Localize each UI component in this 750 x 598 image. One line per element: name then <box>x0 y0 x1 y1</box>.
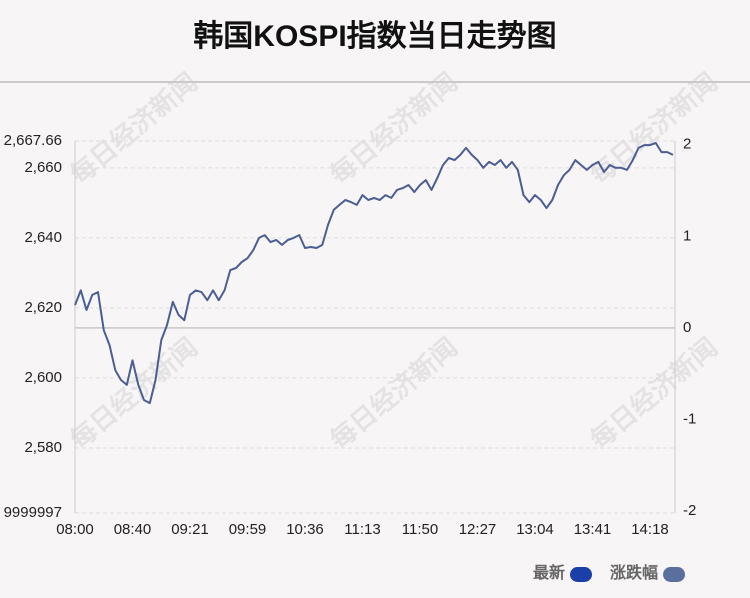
watermark: 每日经济新闻 <box>584 332 723 455</box>
x-tick-label: 09:21 <box>171 521 209 538</box>
x-tick-label: 14:18 <box>631 521 669 538</box>
y2-tick-label: -1 <box>683 411 696 428</box>
y-tick-label: 9999997 <box>4 504 62 521</box>
y-tick-label: 2,580 <box>24 439 62 456</box>
watermark: 每日经济新闻 <box>64 67 203 190</box>
x-tick-label: 13:04 <box>516 521 554 538</box>
y2-tick-label: 0 <box>683 319 691 336</box>
y-tick-label: 2,660 <box>24 159 62 176</box>
x-tick-label: 10:36 <box>286 521 324 538</box>
y-tick-label: 2,640 <box>24 229 62 246</box>
watermarks: 每日经济新闻 每日经济新闻 每日经济新闻 每日经济新闻 每日经济新闻 每日经济新… <box>64 67 723 455</box>
x-tick-label: 12:27 <box>459 521 497 538</box>
watermark: 每日经济新闻 <box>324 332 463 455</box>
legend-swatch <box>663 567 686 582</box>
legend-label: 涨跌幅 <box>610 563 658 582</box>
chart-title: 韩国KOSPI指数当日走势图 <box>193 20 556 53</box>
y2-tick-label: 2 <box>683 136 691 153</box>
x-tick-label: 11:50 <box>402 521 438 538</box>
y2-tick-label: -2 <box>683 502 696 519</box>
x-tick-label: 08:40 <box>114 521 152 538</box>
y-tick-label: 2,620 <box>24 299 62 316</box>
legend-swatch <box>570 567 593 582</box>
legend-label: 最新 <box>533 563 565 582</box>
watermark: 每日经济新闻 <box>64 332 203 455</box>
y-tick-label: 2,667.66 <box>4 132 62 149</box>
y2-tick-label: 1 <box>683 227 691 244</box>
x-tick-label: 11:13 <box>344 521 380 538</box>
watermark: 每日经济新闻 <box>324 67 463 190</box>
x-tick-label: 09:59 <box>229 521 267 538</box>
price-line <box>74 142 674 405</box>
y-tick-label: 2,600 <box>24 369 62 386</box>
x-tick-label: 08:00 <box>56 521 94 538</box>
x-tick-label: 13:41 <box>574 521 612 538</box>
